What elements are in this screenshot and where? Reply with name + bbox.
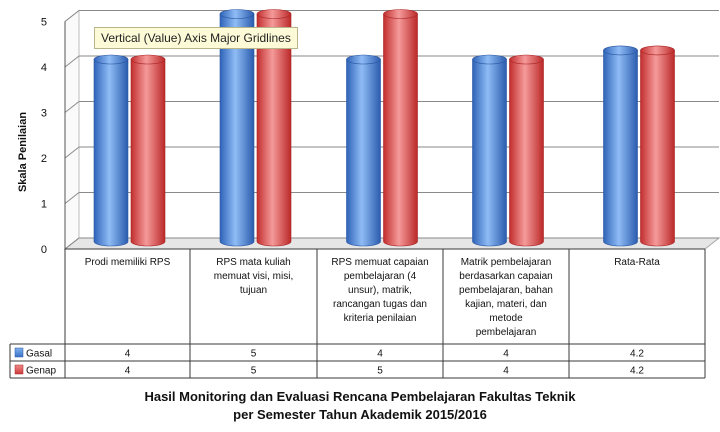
data-table: Prodi memiliki RPS RPS mata kuliah memuat … — [9, 248, 706, 379]
gridline-side — [64, 101, 80, 113]
x-tick-label: metode — [489, 313, 523, 324]
x-tick-label: pembelajaran (4 — [344, 271, 417, 282]
data-value: 5 — [251, 366, 257, 377]
gridline-side — [64, 146, 80, 159]
legend-label: Genap — [26, 366, 56, 377]
x-tick-label: pembelajaran — [476, 327, 537, 338]
legend-label: Gasal — [26, 349, 52, 360]
data-value: 4 — [377, 349, 383, 360]
data-value: 4 — [125, 366, 131, 377]
bar-genap — [509, 54, 544, 247]
data-value: 4.2 — [630, 366, 644, 377]
x-tick-label: RPS mata kuliah — [216, 257, 290, 268]
bar-gasal — [346, 54, 381, 247]
y-tick-label: 2 — [41, 153, 47, 165]
y-tick-label: 3 — [41, 108, 47, 120]
x-tick-label: rancangan tugas dan — [333, 299, 427, 310]
bar-genap — [383, 9, 418, 247]
y-tick-label: 0 — [41, 244, 47, 256]
bar-genap — [130, 54, 166, 247]
data-value: 4 — [503, 349, 509, 360]
side-wall — [64, 9, 80, 251]
bar-gasal — [603, 45, 638, 247]
data-value: 4 — [125, 349, 131, 360]
x-tick-label: Prodi memiliki RPS — [85, 257, 171, 268]
data-value: 4.2 — [630, 349, 644, 360]
gridline-side — [64, 55, 80, 68]
data-value: 5 — [251, 349, 257, 360]
data-value: 5 — [377, 366, 383, 377]
y-tick-label: 4 — [41, 62, 47, 74]
chart-subtitle: per Semester Tahun Akademik 2015/2016 — [233, 407, 487, 422]
bar-gasal — [93, 54, 129, 247]
x-tick-label: Rata-Rata — [614, 257, 660, 268]
bars-layer — [93, 9, 675, 247]
bar-genap — [256, 9, 292, 247]
chart-title: Hasil Monitoring dan Evaluasi Rencana Pe… — [144, 389, 576, 404]
gridline-side — [64, 192, 80, 204]
y-tick-label: 5 — [41, 17, 47, 29]
y-axis-label: Skala Penilaian — [17, 112, 29, 192]
y-tick-label: 1 — [41, 199, 47, 211]
x-tick-label: kriteria penilaian — [344, 313, 417, 324]
gridline-side — [64, 237, 80, 250]
bar-gasal — [472, 54, 507, 247]
data-value: 4 — [503, 366, 509, 377]
x-tick-label: kajian, materi, dan — [465, 299, 547, 310]
bar-gasal — [219, 9, 255, 247]
x-tick-label: berdasarkan capaian — [459, 271, 552, 282]
x-tick-label: Matrik pembelajaran — [461, 257, 552, 268]
bar-genap — [640, 45, 675, 247]
gridlines-tooltip: Vertical (Value) Axis Major Gridlines — [94, 27, 298, 49]
x-tick-label: pembelajaran, bahan — [459, 285, 553, 296]
legend-swatch — [14, 364, 24, 375]
legend-swatch — [14, 347, 24, 358]
gridline-side — [64, 10, 80, 22]
x-tick-label: RPS memuat capaian — [331, 257, 428, 268]
x-tick-label: tujuan — [240, 285, 267, 296]
x-tick-label: unsur), matrik, — [348, 285, 412, 296]
x-tick-label: memuat visi, misi, — [214, 271, 293, 282]
